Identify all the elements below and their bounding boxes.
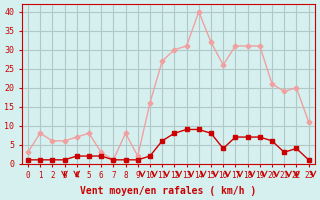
- X-axis label: Vent moyen/en rafales ( km/h ): Vent moyen/en rafales ( km/h ): [80, 186, 256, 196]
